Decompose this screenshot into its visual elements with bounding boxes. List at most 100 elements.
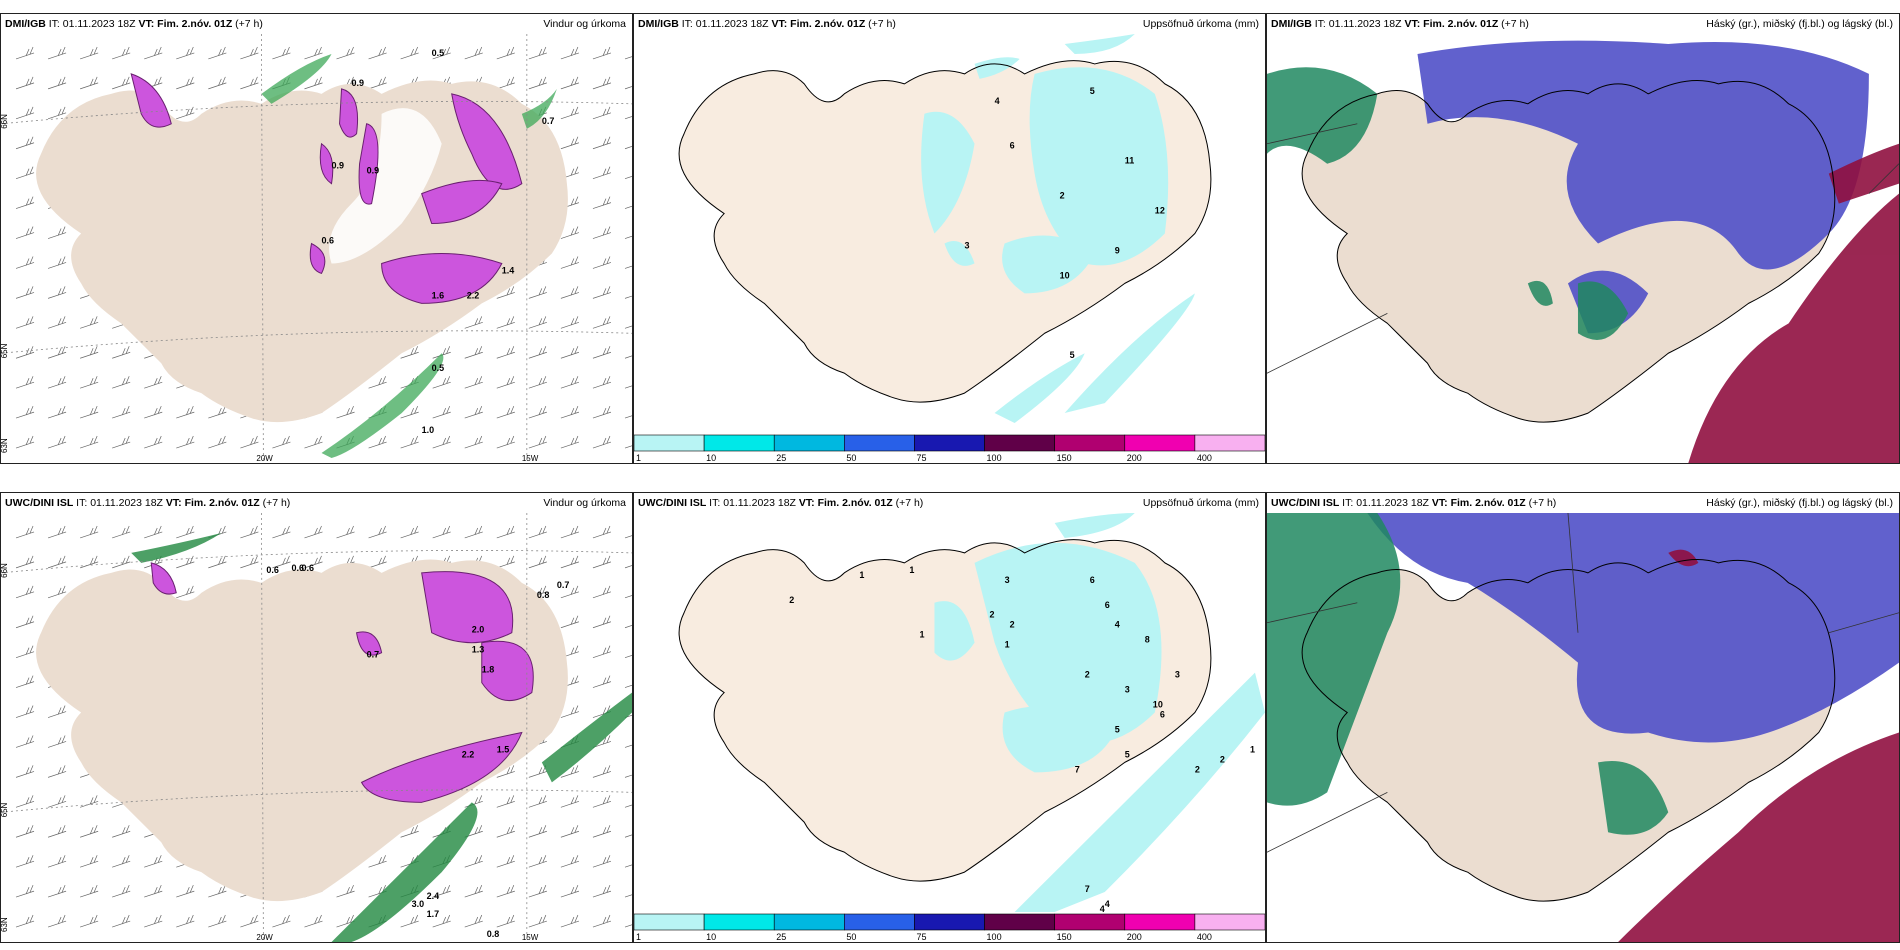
wind-barb bbox=[144, 435, 163, 449]
svg-text:20W: 20W bbox=[256, 454, 273, 463]
axis-labels: 66N 65N 63N 20W 15W bbox=[1, 563, 539, 942]
value-label: 0.5 bbox=[432, 48, 445, 58]
wind-barb bbox=[464, 46, 483, 60]
wind-barb bbox=[464, 914, 483, 928]
wind-barb bbox=[400, 346, 419, 359]
wind-barb bbox=[624, 654, 632, 658]
wind-barb bbox=[47, 46, 67, 60]
wind-barb bbox=[176, 46, 195, 60]
wind-barb bbox=[624, 415, 632, 419]
colorbar-swatch bbox=[703, 434, 775, 452]
value-label: 8 bbox=[1145, 635, 1150, 645]
graticule bbox=[1, 513, 632, 942]
colorbar-swatch bbox=[1124, 434, 1196, 452]
colorbar-swatch bbox=[1194, 434, 1265, 452]
wind-barb bbox=[496, 825, 515, 838]
wind-barb bbox=[80, 855, 99, 868]
wind-barb bbox=[496, 914, 515, 928]
wind-barb bbox=[432, 914, 451, 928]
wind-barb bbox=[80, 405, 99, 419]
svg-text:65N: 65N bbox=[1, 802, 9, 817]
svg-text:63N: 63N bbox=[1, 438, 9, 453]
value-label: 4 bbox=[1105, 899, 1110, 909]
wind-barb bbox=[240, 525, 259, 539]
map-accum-precip[interactable]: 21121321664823106557221744763 bbox=[634, 513, 1265, 912]
low-cloud bbox=[1367, 513, 1899, 743]
value-label: 2 bbox=[1085, 670, 1090, 680]
map-accum-precip[interactable]: 5 4 6 2 11 12 9 3 10 5 bbox=[634, 34, 1265, 433]
map-clouds[interactable] bbox=[1267, 513, 1899, 942]
wind-barb bbox=[528, 914, 547, 928]
product-label: Vindur og úrkoma bbox=[543, 497, 626, 509]
wind-barb bbox=[432, 376, 451, 389]
wind-barb bbox=[560, 585, 580, 599]
value-label: 0.6 bbox=[266, 565, 279, 575]
map-clouds[interactable] bbox=[1267, 34, 1899, 463]
panel-dini-accum-precip: UWC/DINI ISL IT: 01.11.2023 18Z VT: Fim.… bbox=[633, 492, 1266, 943]
colorbar-swatch bbox=[1124, 913, 1196, 931]
wind-barb bbox=[15, 795, 35, 808]
value-label: 2 bbox=[1220, 754, 1225, 764]
wind-barb bbox=[176, 435, 195, 449]
wind-barb bbox=[624, 804, 632, 808]
mid-cloud bbox=[1267, 513, 1669, 835]
wind-barb bbox=[47, 346, 67, 359]
colorbar: 1 10 25 50 75 100 150 200 400 bbox=[634, 912, 1265, 942]
wind-barb bbox=[400, 435, 419, 449]
wind-barb bbox=[368, 525, 387, 539]
wind-barb bbox=[112, 525, 131, 539]
wind-barb bbox=[560, 376, 580, 389]
wind-barb bbox=[15, 765, 35, 778]
wind-barb bbox=[272, 555, 291, 569]
wind-barb bbox=[47, 914, 67, 928]
colorbar-swatch bbox=[984, 434, 1055, 452]
wind-barb bbox=[432, 46, 451, 60]
value-label: 6 bbox=[1160, 710, 1165, 720]
colorbar-tick-label: 200 bbox=[1127, 453, 1142, 463]
wind-barb bbox=[15, 884, 35, 898]
wind-barb bbox=[47, 76, 67, 90]
wind-barb bbox=[560, 316, 580, 329]
wind-barb bbox=[560, 136, 580, 150]
value-label: 6 bbox=[1010, 141, 1015, 151]
wind-barb bbox=[432, 405, 451, 419]
colorbar-tick-label: 1 bbox=[636, 453, 641, 463]
colorbar-swatch bbox=[844, 913, 915, 931]
value-label: 2 bbox=[1010, 620, 1015, 630]
wind-barb bbox=[80, 76, 99, 90]
wind-barb bbox=[496, 286, 515, 299]
wind-barb bbox=[528, 286, 547, 299]
wind-barb bbox=[240, 46, 259, 60]
value-label: 5 bbox=[1115, 724, 1120, 734]
graticule bbox=[1, 34, 632, 463]
wind-barb bbox=[592, 795, 612, 808]
colorbar-tick-label: 150 bbox=[1057, 453, 1072, 463]
wind-barb bbox=[144, 855, 163, 868]
wind-barb bbox=[592, 256, 612, 269]
colorbar-tick-label: 10 bbox=[706, 932, 716, 942]
wind-barb bbox=[560, 286, 580, 299]
wind-barb bbox=[624, 774, 632, 778]
value-label: 2.2 bbox=[462, 749, 475, 759]
wind-barb bbox=[112, 376, 131, 389]
product-label: Háský (gr.), miðský (fj.bl.) og lágský (… bbox=[1706, 497, 1893, 509]
product-label: Uppsöfnuð úrkoma (mm) bbox=[1142, 497, 1259, 509]
wind-barb bbox=[624, 116, 632, 120]
value-label: 2 bbox=[789, 595, 794, 605]
wind-barb bbox=[496, 795, 515, 808]
wind-barb bbox=[464, 405, 483, 419]
colorbar-swatch bbox=[914, 434, 985, 452]
wind-barb bbox=[80, 376, 99, 389]
colorbar-swatch bbox=[634, 434, 705, 452]
map-wind-precip[interactable]: 66N 65N 63N 20W 15W 0.6 0.6 0.6 0.8 0.7 0.7 2.… bbox=[1, 513, 632, 942]
wind-barb bbox=[592, 196, 612, 209]
map-wind-precip[interactable]: 66N 65N 63N 20W 15W 0.5 0.9 0.9 0.7 0.6 0.9 1.… bbox=[1, 34, 632, 463]
value-label: 1.6 bbox=[432, 290, 445, 300]
wind-barb bbox=[560, 405, 580, 419]
wind-barb bbox=[368, 376, 387, 389]
wind-barb bbox=[112, 405, 131, 419]
value-label: 2.4 bbox=[427, 891, 440, 901]
wind-barb bbox=[176, 585, 195, 599]
product-label: Vindur og úrkoma bbox=[543, 18, 626, 30]
wind-barb bbox=[15, 256, 35, 269]
